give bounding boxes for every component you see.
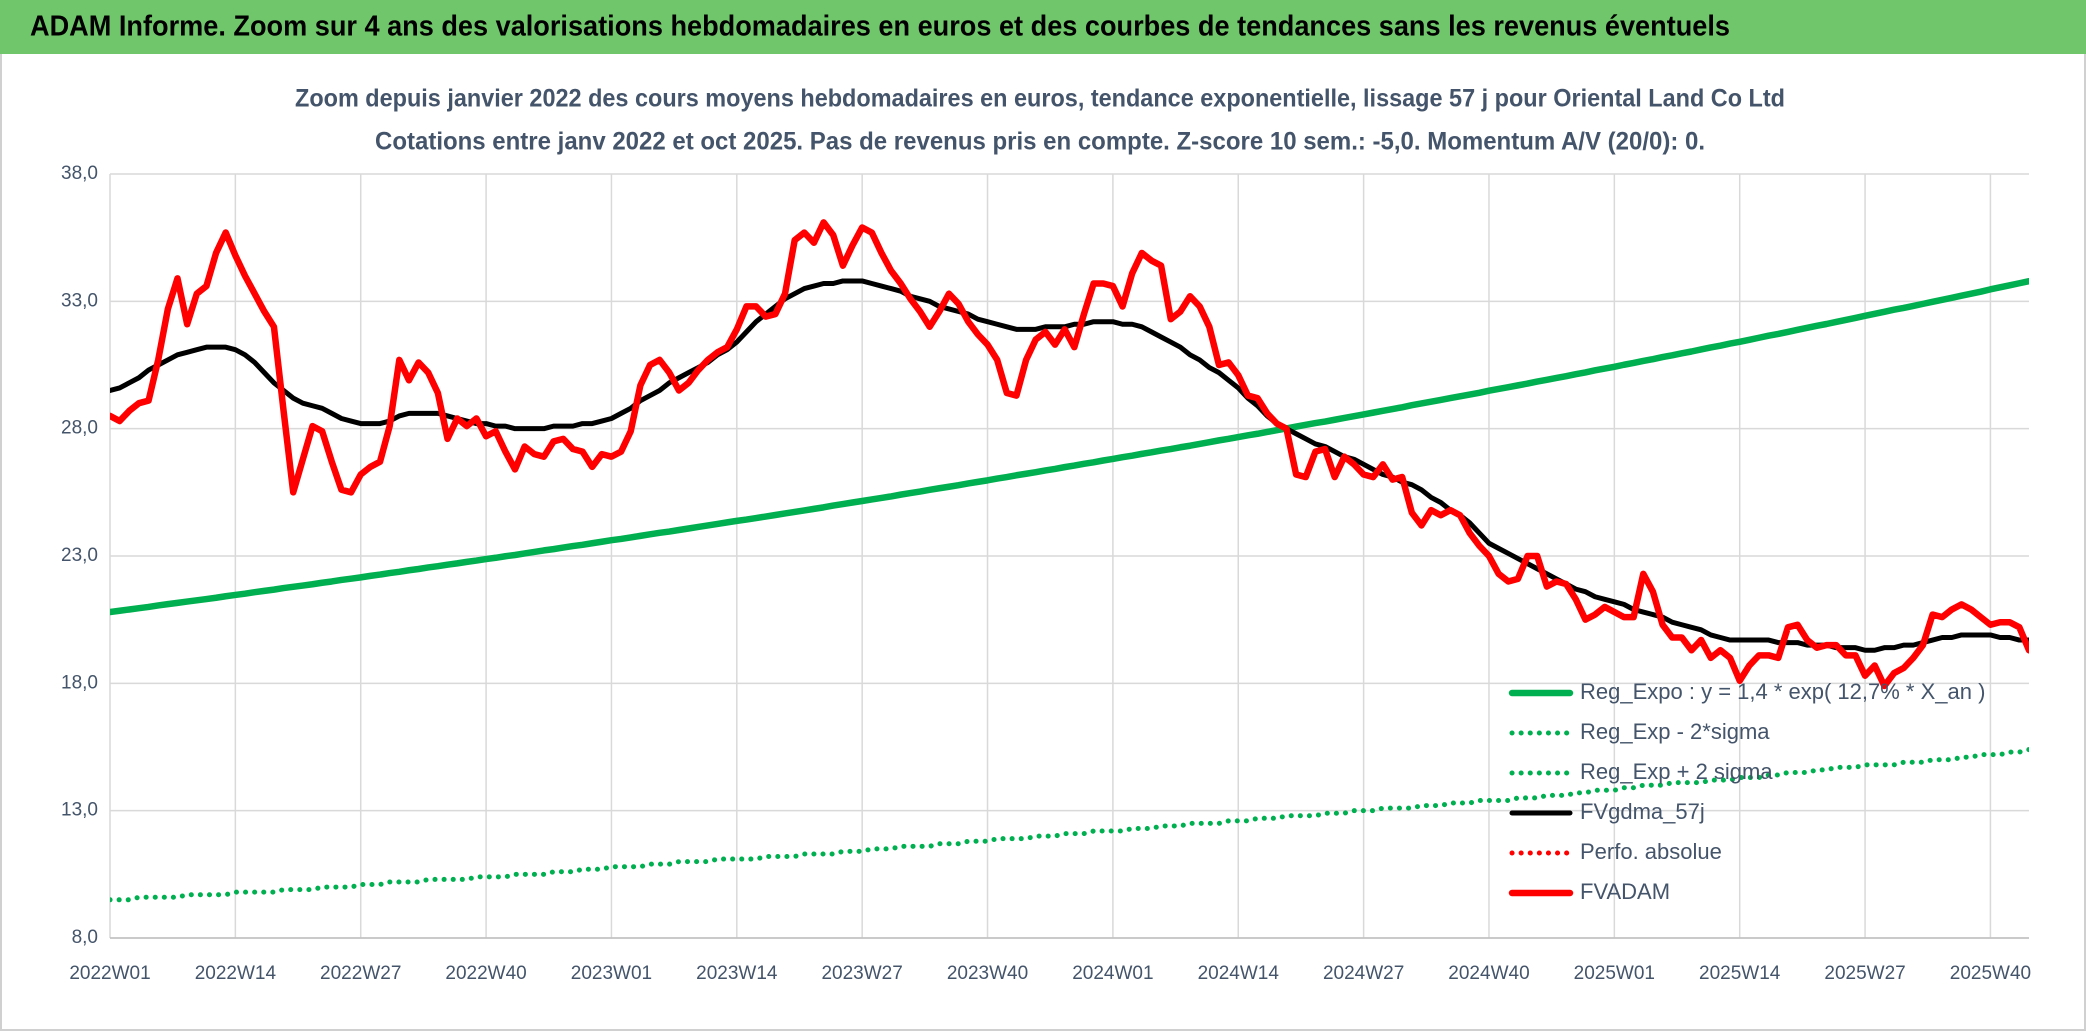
x-tick-label: 2025W40 xyxy=(1950,963,2031,984)
chart-title: Zoom depuis janvier 2022 des cours moyen… xyxy=(295,85,1785,113)
chart-subtitle: Cotations entre janv 2022 et oct 2025. P… xyxy=(375,128,1705,156)
legend-label: Reg_Exp + 2 sigma xyxy=(1580,759,1773,784)
y-tick-label: 13,0 xyxy=(61,800,98,821)
legend-label: FVgdma_57j xyxy=(1580,799,1705,824)
y-tick-label: 23,0 xyxy=(61,545,98,566)
series-line xyxy=(110,219,2029,690)
y-tick-label: 18,0 xyxy=(61,672,98,693)
x-tick-label: 2022W01 xyxy=(69,963,150,984)
y-tick-label: 33,0 xyxy=(61,290,98,311)
x-tick-label: 2022W27 xyxy=(320,963,401,984)
y-tick-label: 38,0 xyxy=(61,163,98,184)
header-title: ADAM Informe. Zoom sur 4 ans des valoris… xyxy=(30,11,1730,43)
plot-area xyxy=(110,219,2029,903)
x-tick-label: 2025W27 xyxy=(1824,963,1905,984)
x-tick-label: 2022W14 xyxy=(195,963,277,984)
y-tick-label: 8,0 xyxy=(72,927,98,948)
x-tick-label: 2024W01 xyxy=(1072,963,1153,984)
series-line xyxy=(110,277,2029,616)
x-tick-label: 2023W01 xyxy=(571,963,652,984)
x-tick-label: 2023W27 xyxy=(821,963,902,984)
x-tick-label: 2024W27 xyxy=(1323,963,1404,984)
x-tick-label: 2024W14 xyxy=(1198,963,1280,984)
x-tick-label: 2022W40 xyxy=(445,963,526,984)
y-tick-label: 28,0 xyxy=(61,418,98,439)
x-tick-label: 2025W14 xyxy=(1699,963,1781,984)
x-tick-label: 2023W14 xyxy=(696,963,778,984)
series-line xyxy=(110,278,2029,653)
x-tick-label: 2025W01 xyxy=(1574,963,1655,984)
legend-label: FVADAM xyxy=(1580,879,1670,904)
legend-label: Reg_Expo : y = 1,4 * exp( 12,7% * X_an ) xyxy=(1580,679,1985,704)
legend-label: Reg_Exp - 2*sigma xyxy=(1580,719,1770,744)
x-tick-label: 2024W40 xyxy=(1448,963,1529,984)
legend-label: Perfo. absolue xyxy=(1580,839,1722,864)
header-bar xyxy=(0,0,2086,54)
x-tick-label: 2023W40 xyxy=(947,963,1028,984)
